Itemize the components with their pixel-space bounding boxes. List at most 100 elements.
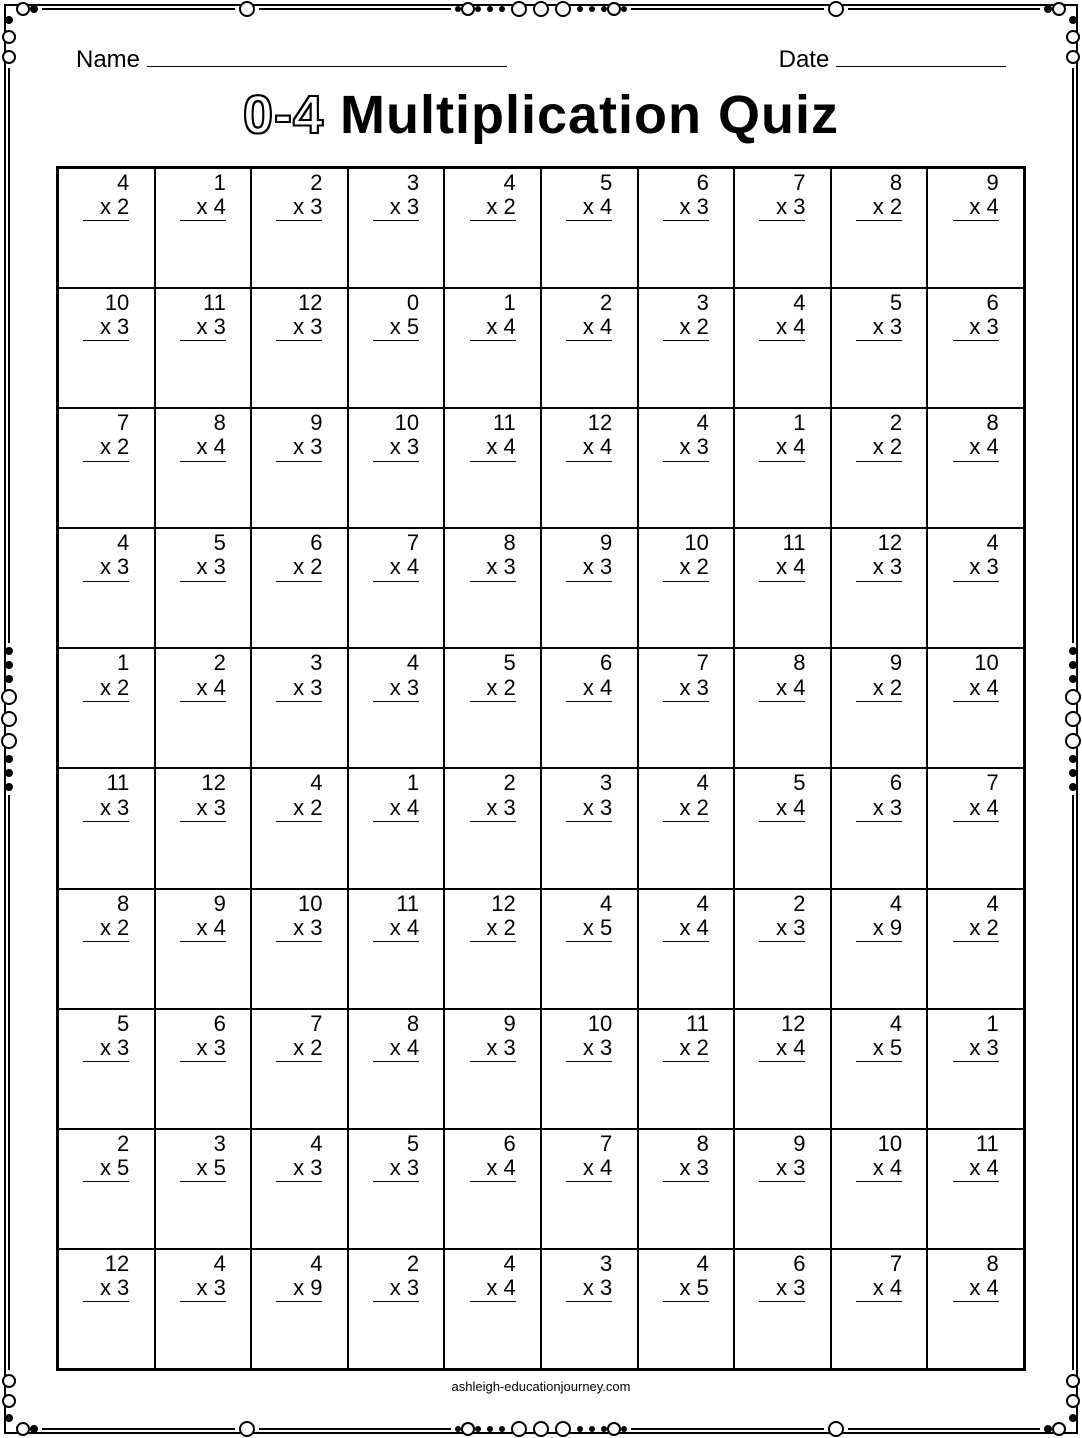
multiplier: x 4 (566, 195, 612, 221)
multiplier: x 4 (953, 676, 999, 702)
multiplier: x 2 (470, 916, 516, 942)
multiplicand: 2 (566, 291, 612, 315)
multiplier: x 9 (856, 916, 902, 942)
problem-cell: 4x 3 (348, 648, 445, 768)
date-label: Date (779, 46, 830, 73)
multiplier: x 4 (566, 435, 612, 461)
multiplier: x 3 (663, 195, 709, 221)
problem-cell: 0x 5 (348, 288, 445, 408)
multiplier: x 4 (373, 555, 419, 581)
problem-cell: 4x 4 (734, 288, 831, 408)
multiplier: x 3 (856, 315, 902, 341)
multiplicand: 1 (759, 411, 805, 435)
multiplicand: 4 (663, 411, 709, 435)
problem-cell: 7x 4 (927, 768, 1024, 888)
multiplier: x 3 (180, 796, 226, 822)
multiplicand: 10 (276, 892, 322, 916)
problem-cell: 9x 3 (541, 528, 638, 648)
problem-cell: 2x 3 (444, 768, 541, 888)
multiplier: x 2 (276, 555, 322, 581)
multiplicand: 4 (663, 771, 709, 795)
problem-cell: 8x 4 (348, 1009, 445, 1129)
problem-cell: 8x 2 (58, 889, 155, 1009)
problem-cell: 7x 2 (58, 408, 155, 528)
multiplicand: 4 (276, 1252, 322, 1276)
problem-cell: 2x 3 (251, 168, 348, 288)
problem-cell: 3x 3 (541, 1249, 638, 1369)
multiplicand: 7 (373, 531, 419, 555)
multiplier: x 3 (470, 796, 516, 822)
multiplicand: 12 (180, 771, 226, 795)
multiplier: x 4 (759, 315, 805, 341)
multiplicand: 9 (566, 531, 612, 555)
problem-cell: 4x 3 (927, 528, 1024, 648)
multiplicand: 12 (566, 411, 612, 435)
multiplier: x 3 (566, 1276, 612, 1302)
multiplier: x 2 (953, 916, 999, 942)
multiplicand: 8 (953, 411, 999, 435)
multiplicand: 10 (83, 291, 129, 315)
multiplicand: 5 (180, 531, 226, 555)
multiplicand: 10 (373, 411, 419, 435)
multiplier: x 4 (470, 315, 516, 341)
problem-cell: 11x 4 (927, 1129, 1024, 1249)
multiplier: x 3 (373, 676, 419, 702)
multiplier: x 3 (276, 435, 322, 461)
problem-cell: 12x 3 (251, 288, 348, 408)
problem-cell: 11x 3 (155, 288, 252, 408)
multiplicand: 6 (759, 1252, 805, 1276)
problem-cell: 3x 5 (155, 1129, 252, 1249)
multiplicand: 8 (759, 651, 805, 675)
problem-cell: 10x 3 (348, 408, 445, 528)
multiplier: x 3 (276, 1156, 322, 1182)
name-blank[interactable] (147, 66, 507, 67)
multiplicand: 9 (470, 1012, 516, 1036)
multiplicand: 1 (373, 771, 419, 795)
date-blank[interactable] (836, 66, 1006, 67)
multiplier: x 4 (759, 676, 805, 702)
problem-cell: 12x 4 (541, 408, 638, 528)
multiplier: x 2 (470, 195, 516, 221)
multiplicand: 11 (759, 531, 805, 555)
problem-cell: 5x 3 (58, 1009, 155, 1129)
problem-cell: 4x 5 (638, 1249, 735, 1369)
problem-cell: 11x 4 (444, 408, 541, 528)
problem-cell: 5x 2 (444, 648, 541, 768)
problem-cell: 1x 4 (444, 288, 541, 408)
multiplier: x 4 (759, 796, 805, 822)
multiplier: x 3 (83, 796, 129, 822)
multiplier: x 3 (759, 1276, 805, 1302)
multiplier: x 3 (276, 676, 322, 702)
multiplier: x 3 (953, 315, 999, 341)
multiplicand: 6 (663, 171, 709, 195)
multiplier: x 4 (663, 916, 709, 942)
problem-cell: 7x 4 (348, 528, 445, 648)
problem-cell: 4x 2 (251, 768, 348, 888)
border-right-decoration (1066, 16, 1080, 1422)
multiplicand: 3 (373, 171, 419, 195)
name-field: Name (76, 46, 507, 74)
multiplicand: 6 (856, 771, 902, 795)
problem-cell: 4x 4 (444, 1249, 541, 1369)
multiplicand: 12 (470, 892, 516, 916)
multiplicand: 4 (856, 1012, 902, 1036)
multiplicand: 1 (953, 1012, 999, 1036)
multiplier: x 4 (180, 676, 226, 702)
multiplier: x 3 (83, 1036, 129, 1062)
multiplicand: 1 (180, 171, 226, 195)
multiplicand: 2 (470, 771, 516, 795)
multiplicand: 4 (953, 892, 999, 916)
multiplicand: 8 (180, 411, 226, 435)
problem-cell: 4x 9 (831, 889, 928, 1009)
multiplier: x 3 (759, 1156, 805, 1182)
multiplicand: 7 (566, 1132, 612, 1156)
multiplicand: 7 (856, 1252, 902, 1276)
multiplicand: 8 (953, 1252, 999, 1276)
page-title: 0-4 Multiplication Quiz (46, 84, 1036, 146)
multiplicand: 5 (83, 1012, 129, 1036)
problem-cell: 1x 4 (155, 168, 252, 288)
problem-cell: 11x 3 (58, 768, 155, 888)
problem-cell: 4x 2 (638, 768, 735, 888)
multiplicand: 10 (953, 651, 999, 675)
multiplicand: 5 (759, 771, 805, 795)
